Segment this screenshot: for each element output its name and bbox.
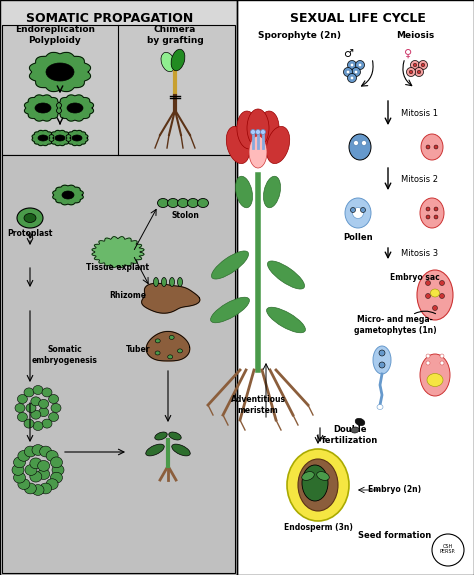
Ellipse shape xyxy=(347,60,356,70)
Ellipse shape xyxy=(420,354,450,396)
Polygon shape xyxy=(92,236,144,267)
Polygon shape xyxy=(25,95,62,121)
Text: Adventitious
meristem: Adventitious meristem xyxy=(230,395,285,415)
Ellipse shape xyxy=(439,293,445,298)
Text: CSH
PERSP.: CSH PERSP. xyxy=(440,543,456,554)
Ellipse shape xyxy=(434,145,438,149)
Ellipse shape xyxy=(14,457,26,467)
Ellipse shape xyxy=(33,421,43,431)
Ellipse shape xyxy=(298,459,338,511)
Ellipse shape xyxy=(426,354,430,358)
Text: Double
fertilization: Double fertilization xyxy=(322,426,378,444)
Ellipse shape xyxy=(354,140,358,145)
Ellipse shape xyxy=(426,215,430,219)
Ellipse shape xyxy=(51,404,61,412)
Text: Embryo sac: Embryo sac xyxy=(390,274,440,282)
Ellipse shape xyxy=(421,134,443,160)
Ellipse shape xyxy=(169,335,174,339)
Ellipse shape xyxy=(417,70,421,74)
Ellipse shape xyxy=(37,461,50,472)
Ellipse shape xyxy=(26,404,36,412)
Text: Chimera
by grafting: Chimera by grafting xyxy=(146,25,203,45)
Text: Endosperm (3n): Endosperm (3n) xyxy=(283,523,353,532)
Ellipse shape xyxy=(350,208,356,213)
Ellipse shape xyxy=(46,479,58,489)
Polygon shape xyxy=(56,95,93,121)
Text: Seed formation: Seed formation xyxy=(358,531,432,539)
Ellipse shape xyxy=(24,419,34,428)
Ellipse shape xyxy=(226,126,250,163)
Text: Somatic
embryogenesis: Somatic embryogenesis xyxy=(32,346,98,365)
Ellipse shape xyxy=(32,444,44,455)
Polygon shape xyxy=(49,131,71,145)
Ellipse shape xyxy=(14,472,26,483)
Ellipse shape xyxy=(237,111,259,149)
Ellipse shape xyxy=(39,400,49,408)
Ellipse shape xyxy=(287,449,349,521)
Ellipse shape xyxy=(361,208,365,213)
Ellipse shape xyxy=(247,109,269,147)
Ellipse shape xyxy=(426,293,430,298)
Ellipse shape xyxy=(266,307,305,333)
Ellipse shape xyxy=(188,198,199,208)
Ellipse shape xyxy=(46,450,58,461)
FancyBboxPatch shape xyxy=(2,25,235,155)
Ellipse shape xyxy=(162,278,166,286)
Ellipse shape xyxy=(67,103,83,113)
Ellipse shape xyxy=(264,177,281,208)
Ellipse shape xyxy=(267,261,304,289)
Ellipse shape xyxy=(169,432,181,440)
Ellipse shape xyxy=(15,404,25,412)
Ellipse shape xyxy=(32,485,44,496)
Polygon shape xyxy=(66,131,88,145)
Ellipse shape xyxy=(345,198,371,228)
Polygon shape xyxy=(142,283,200,313)
Ellipse shape xyxy=(355,418,365,426)
Text: Micro- and mega-
gametophytes (1n): Micro- and mega- gametophytes (1n) xyxy=(354,315,436,335)
Ellipse shape xyxy=(353,208,364,218)
Ellipse shape xyxy=(40,483,52,494)
Ellipse shape xyxy=(168,355,173,359)
Text: ♂: ♂ xyxy=(343,49,353,59)
Ellipse shape xyxy=(50,457,63,467)
Ellipse shape xyxy=(62,191,74,199)
Ellipse shape xyxy=(18,450,30,461)
Text: Sporophyte (2n): Sporophyte (2n) xyxy=(258,30,341,40)
Ellipse shape xyxy=(379,350,385,356)
Ellipse shape xyxy=(420,198,444,228)
Ellipse shape xyxy=(167,198,179,208)
Ellipse shape xyxy=(426,361,430,365)
Ellipse shape xyxy=(350,76,354,80)
Ellipse shape xyxy=(426,145,430,149)
Ellipse shape xyxy=(414,67,423,76)
Ellipse shape xyxy=(52,465,64,476)
Ellipse shape xyxy=(161,52,175,72)
Ellipse shape xyxy=(154,278,158,286)
Ellipse shape xyxy=(25,465,37,476)
Ellipse shape xyxy=(413,63,417,67)
Ellipse shape xyxy=(250,129,255,135)
Ellipse shape xyxy=(18,412,27,421)
Ellipse shape xyxy=(72,135,82,141)
Ellipse shape xyxy=(18,479,30,489)
Ellipse shape xyxy=(302,465,328,501)
Text: Endoreplication
Polyploidy: Endoreplication Polyploidy xyxy=(15,25,95,45)
Ellipse shape xyxy=(33,385,43,394)
Text: Embryo (2n): Embryo (2n) xyxy=(368,485,421,494)
Ellipse shape xyxy=(18,394,27,404)
Ellipse shape xyxy=(50,472,63,483)
Ellipse shape xyxy=(172,444,190,456)
Ellipse shape xyxy=(417,270,453,320)
Ellipse shape xyxy=(171,49,185,71)
Ellipse shape xyxy=(434,215,438,219)
Ellipse shape xyxy=(38,135,48,141)
Ellipse shape xyxy=(40,446,52,457)
Ellipse shape xyxy=(37,469,50,480)
Ellipse shape xyxy=(347,74,356,82)
Ellipse shape xyxy=(155,432,167,440)
Ellipse shape xyxy=(439,281,445,286)
Ellipse shape xyxy=(432,305,438,310)
Ellipse shape xyxy=(344,67,353,76)
Ellipse shape xyxy=(354,70,358,74)
